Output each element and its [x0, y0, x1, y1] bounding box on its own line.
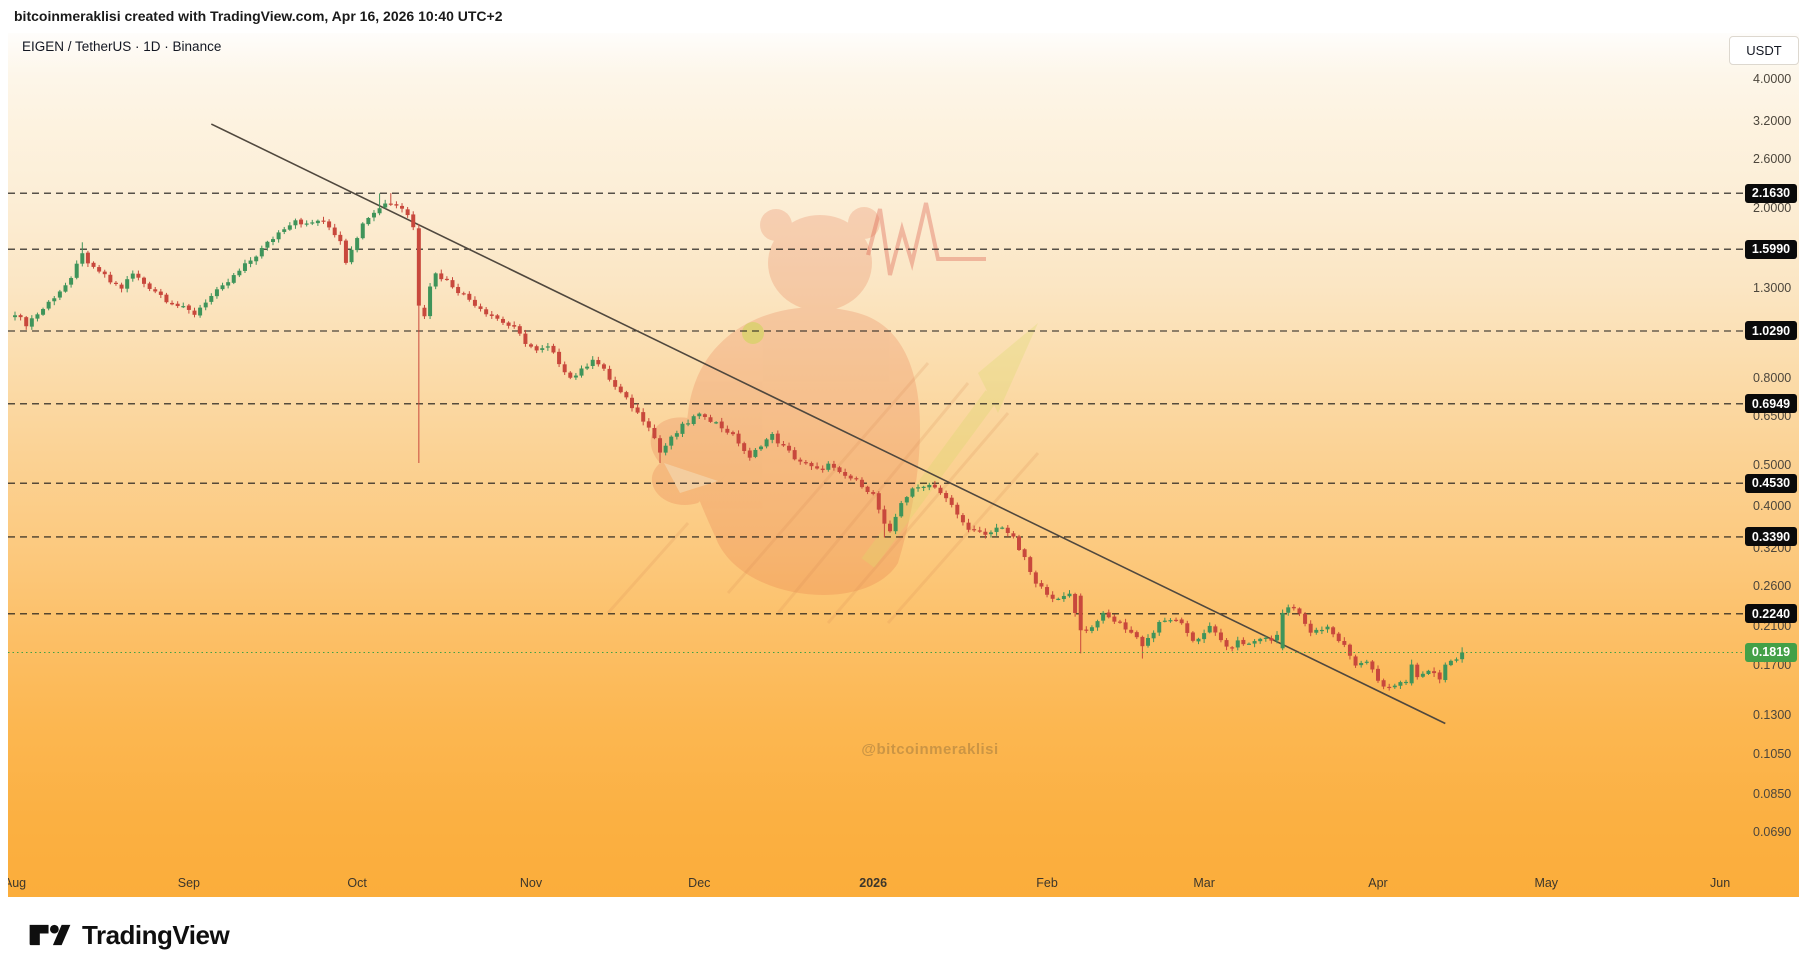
footer-bar: TradingView: [0, 897, 1814, 978]
alert-price-label: 1.5990: [1745, 239, 1797, 259]
price-tick-label: 3.2000: [1753, 113, 1792, 128]
last-price-label: 0.1819: [1745, 642, 1797, 662]
price-tick-label: 2.0000: [1753, 200, 1792, 215]
time-tick-label: Feb: [1036, 876, 1058, 890]
chart-frame: @bitcoinmeraklisi EIGEN / TetherUS · 1D …: [8, 33, 1799, 897]
alert-price-label: 2.1630: [1745, 183, 1797, 203]
price-tick-label: 0.1050: [1753, 747, 1792, 762]
price-tick-label: 2.6000: [1753, 152, 1792, 167]
alert-price-label: 0.4530: [1745, 473, 1797, 493]
time-tick-label: Jun: [1710, 876, 1731, 890]
time-tick-label: Nov: [519, 876, 543, 890]
currency-toggle-button[interactable]: USDT: [1729, 36, 1799, 65]
price-tick-label: 0.2600: [1753, 579, 1792, 594]
tradingview-logo-text: TradingView: [82, 919, 230, 950]
alert-price-label: 1.0290: [1745, 321, 1797, 341]
time-tick-label: Aug: [8, 876, 27, 890]
alert-price-label: 0.6949: [1745, 394, 1797, 414]
time-tick-label: 2026: [859, 876, 888, 890]
tradingview-logo-icon: [29, 924, 71, 946]
price-tick-label: 0.8000: [1753, 370, 1792, 385]
time-tick-label: Sep: [177, 876, 200, 890]
time-tick-label: Oct: [347, 876, 367, 890]
price-tick-label: 4.0000: [1753, 72, 1792, 87]
alert-price-label: 0.3390: [1745, 527, 1797, 547]
tradingview-logo: TradingView: [28, 919, 230, 951]
alert-level-lines: [8, 192, 1744, 615]
price-tick-label: 0.0850: [1753, 786, 1792, 801]
time-tick-label: Dec: [688, 876, 711, 890]
price-tick-label: 0.4000: [1753, 499, 1792, 514]
price-tick-label: 0.0690: [1753, 825, 1792, 840]
candles: [13, 193, 1465, 691]
descending-trendline: [210, 123, 1446, 725]
price-axis[interactable]: 4.0000 3.2000 2.6000 2.0000 1.3000 0.8000 0.65…: [1744, 33, 1799, 897]
time-tick-label: Mar: [1193, 876, 1215, 890]
username-watermark: @bitcoinmeraklisi: [861, 741, 999, 758]
symbol-title: EIGEN / TetherUS · 1D · Binance: [22, 39, 222, 54]
attribution-header: bitcoinmeraklisi created with TradingVie…: [14, 8, 503, 24]
price-tick-label: 1.3000: [1753, 280, 1792, 295]
time-tick-label: May: [1534, 876, 1559, 890]
alert-price-label: 0.2240: [1745, 604, 1797, 624]
price-tick-label: 0.1300: [1753, 707, 1792, 722]
candlestick-chart-pane[interactable]: [8, 33, 1744, 897]
price-tick-label: 0.5000: [1753, 457, 1792, 472]
time-tick-label: Apr: [1368, 876, 1388, 890]
